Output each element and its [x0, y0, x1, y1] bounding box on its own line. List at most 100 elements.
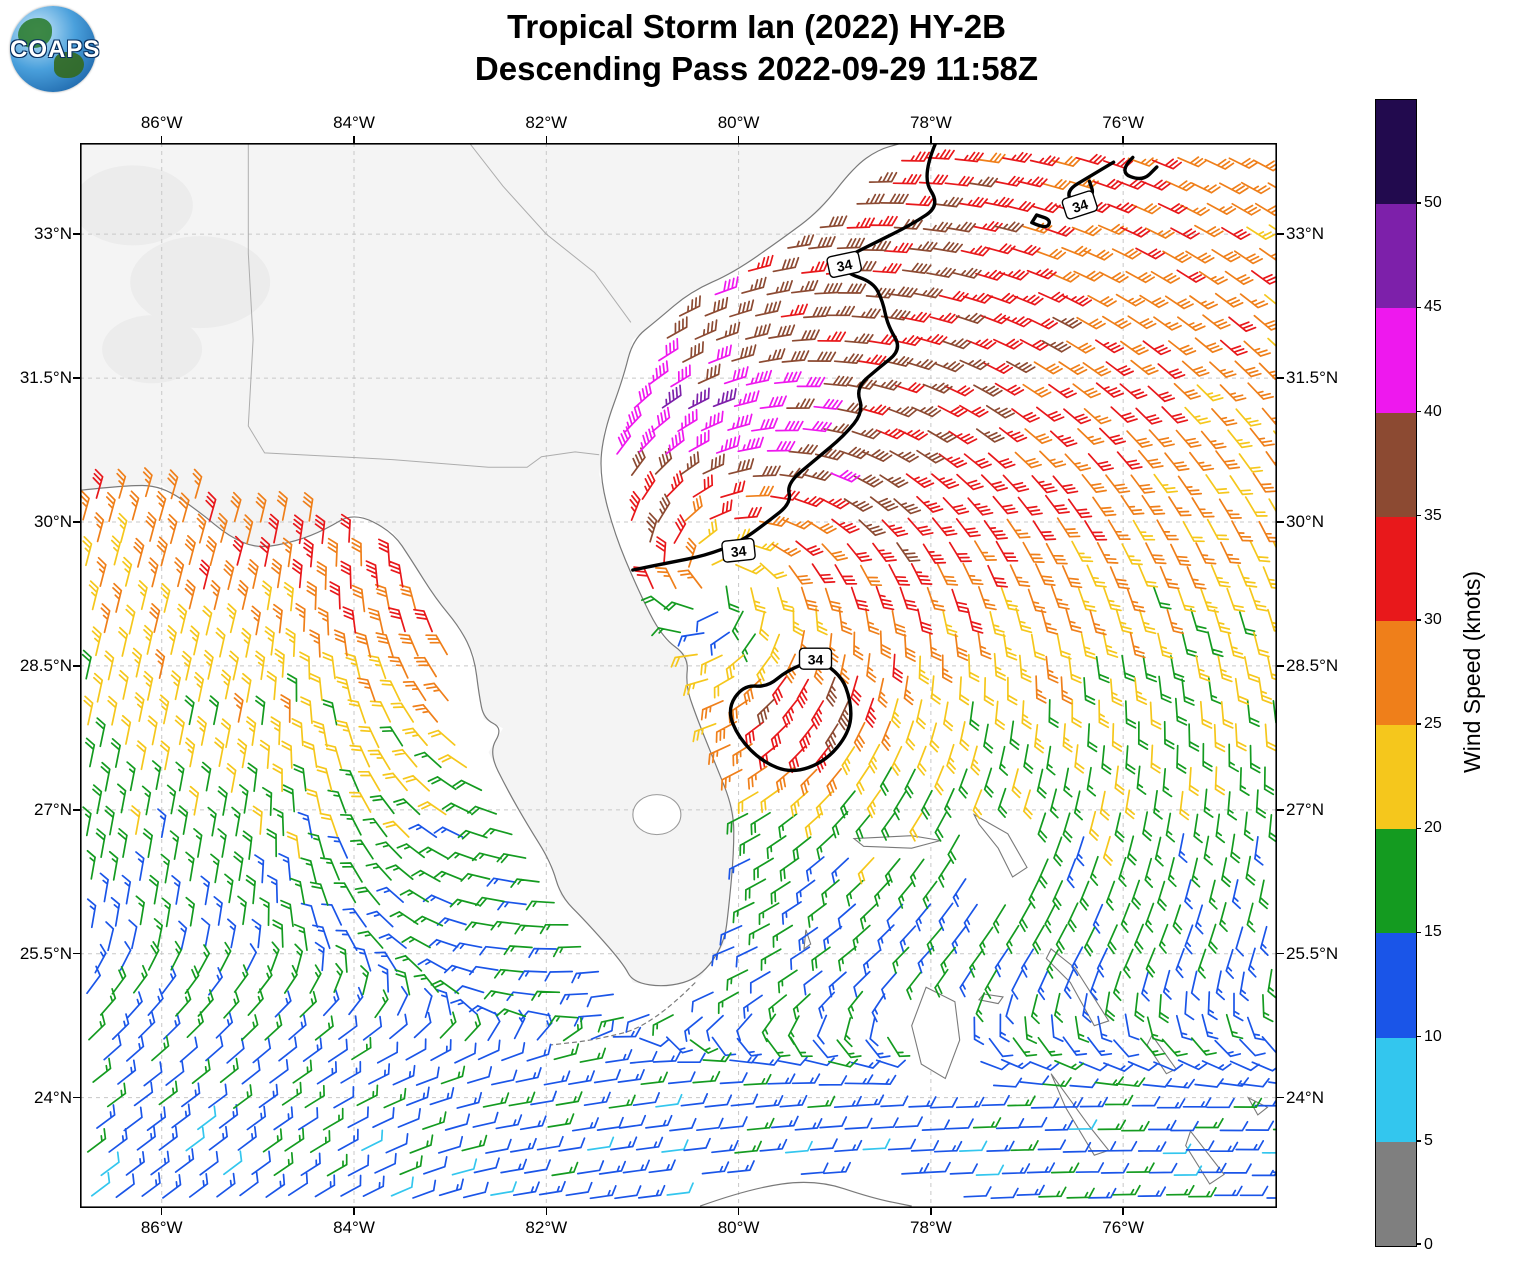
colorbar-tick-label: 25	[1424, 715, 1442, 733]
colorbar-tick-mark	[1416, 202, 1421, 204]
colorbar-segment	[1376, 829, 1416, 934]
coaps-logo-continent	[54, 52, 84, 78]
colorbar-tick-label: 10	[1424, 1027, 1442, 1045]
coaps-logo: COAPS	[10, 6, 101, 92]
svg-text:34: 34	[808, 652, 824, 668]
y-tick-label-left: 28.5°N	[19, 655, 72, 675]
svg-text:34: 34	[730, 543, 747, 561]
axis-tick-mark	[1277, 809, 1284, 811]
y-tick-label-left: 33°N	[34, 224, 72, 244]
state-borders	[247, 143, 632, 468]
y-tick-label-right: 28.5°N	[1286, 655, 1339, 675]
colorbar-tick-mark	[1416, 410, 1421, 413]
colorbar-segment	[1376, 620, 1416, 726]
x-tick-label-bottom: 86°W	[140, 1218, 183, 1237]
axis-tick-mark	[73, 665, 80, 667]
axis-tick-mark	[73, 521, 80, 523]
y-tick-label-left: 27°N	[34, 799, 72, 819]
y-tick-label-right: 33°N	[1286, 224, 1324, 244]
colorbar	[1375, 99, 1417, 1247]
y-tick-label-left: 25.5°N	[19, 943, 72, 963]
axis-tick-mark	[545, 1208, 548, 1215]
colorbar-tick-label: 5	[1424, 1131, 1433, 1149]
colorbar-tick-label: 45	[1424, 298, 1442, 316]
colorbar-segment	[1376, 204, 1416, 309]
y-tick-label-left: 30°N	[34, 511, 72, 531]
svg-text:34: 34	[835, 256, 854, 275]
x-tick-label-top: 82°W	[525, 113, 568, 132]
colorbar-tick-label: 15	[1424, 923, 1442, 941]
colorbar-tick-mark	[1416, 931, 1421, 934]
x-tick-label-bottom: 80°W	[717, 1218, 760, 1237]
axis-tick-mark	[73, 1096, 80, 1099]
colorbar-tick-label: 40	[1424, 402, 1442, 420]
colorbar-tick-mark	[1416, 306, 1421, 309]
colorbar-segment	[1376, 100, 1416, 205]
axis-tick-mark	[353, 1208, 355, 1215]
figure-title-line2: Descending Pass 2022-09-29 11:58Z	[474, 50, 1039, 88]
axis-tick-mark	[737, 136, 740, 143]
axis-tick-mark	[1122, 136, 1124, 143]
colorbar-tick-mark	[1416, 1035, 1421, 1038]
colorbar-segment	[1376, 725, 1416, 830]
colorbar-tick-mark	[1416, 723, 1421, 725]
axis-tick-mark	[1277, 1096, 1284, 1099]
colorbar-tick-mark	[1416, 1243, 1421, 1245]
y-tick-label-left: 24°N	[34, 1087, 72, 1107]
colorbar-segment	[1376, 308, 1416, 413]
axis-tick-mark	[930, 136, 932, 143]
axis-tick-mark	[1277, 377, 1284, 379]
axis-tick-mark	[160, 1208, 163, 1215]
contour-label-34: 34	[798, 647, 833, 670]
colorbar-tick-label: 20	[1424, 819, 1442, 837]
gridlines	[80, 143, 1277, 1208]
colorbar-tick-mark	[1416, 1140, 1421, 1142]
axis-tick-mark	[1122, 1208, 1124, 1215]
axis-tick-mark	[1277, 952, 1284, 955]
contour-label-34: 34	[721, 537, 756, 563]
land	[80, 143, 902, 988]
colorbar-tick-mark	[1416, 514, 1421, 517]
y-tick-label-right: 25.5°N	[1286, 943, 1339, 963]
y-tick-label-right: 31.5°N	[1286, 368, 1339, 388]
colorbar-segment	[1376, 516, 1416, 621]
axis-tick-mark	[73, 377, 80, 379]
colorbar-tick-mark	[1416, 619, 1421, 621]
colorbar-segment	[1376, 1141, 1416, 1246]
x-tick-label-top: 80°W	[717, 113, 760, 132]
colorbar-segment	[1376, 933, 1416, 1038]
y-tick-label-left: 31.5°N	[19, 368, 72, 388]
svg-text:34: 34	[1070, 196, 1090, 216]
axis-tick-mark	[73, 809, 80, 811]
axis-tick-mark	[545, 136, 548, 143]
y-tick-label-right: 27°N	[1286, 799, 1324, 819]
colorbar-tick-label: 0	[1424, 1236, 1433, 1253]
axis-tick-mark	[160, 136, 163, 143]
axis-tick-mark	[1277, 521, 1284, 523]
x-tick-label-bottom: 84°W	[333, 1218, 375, 1237]
figure-title-line1: Tropical Storm Ian (2022) HY-2B	[507, 8, 1006, 45]
axis-tick-mark	[73, 233, 80, 235]
map-svg: 34 34 34 34	[80, 143, 1277, 1208]
coaps-logo-text: COAPS	[10, 36, 101, 63]
x-tick-label-top: 84°W	[333, 113, 375, 132]
colorbar-segment	[1376, 412, 1416, 517]
colorbar-axis-label: Wind Speed (knots)	[1459, 571, 1485, 773]
axis-tick-mark	[1277, 233, 1284, 235]
contour-label-34: 34	[1061, 190, 1098, 220]
x-tick-label-top: 78°W	[909, 113, 952, 132]
wind-barbs	[80, 149, 1277, 1200]
x-tick-label-bottom: 78°W	[909, 1218, 952, 1237]
axis-tick-mark	[73, 952, 80, 955]
axis-tick-mark	[353, 136, 355, 143]
axis-tick-mark	[737, 1208, 740, 1215]
contour-label-34: 34	[826, 250, 862, 278]
y-tick-label-right: 30°N	[1286, 511, 1324, 531]
coastline	[80, 143, 1269, 1207]
x-tick-label-top: 76°W	[1102, 113, 1145, 132]
colorbar-tick-label: 35	[1424, 506, 1442, 524]
x-tick-label-top: 86°W	[140, 113, 183, 132]
figure-title: Tropical Storm Ian (2022) HY-2B Descendi…	[0, 6, 1513, 90]
x-tick-label-bottom: 82°W	[525, 1218, 568, 1237]
